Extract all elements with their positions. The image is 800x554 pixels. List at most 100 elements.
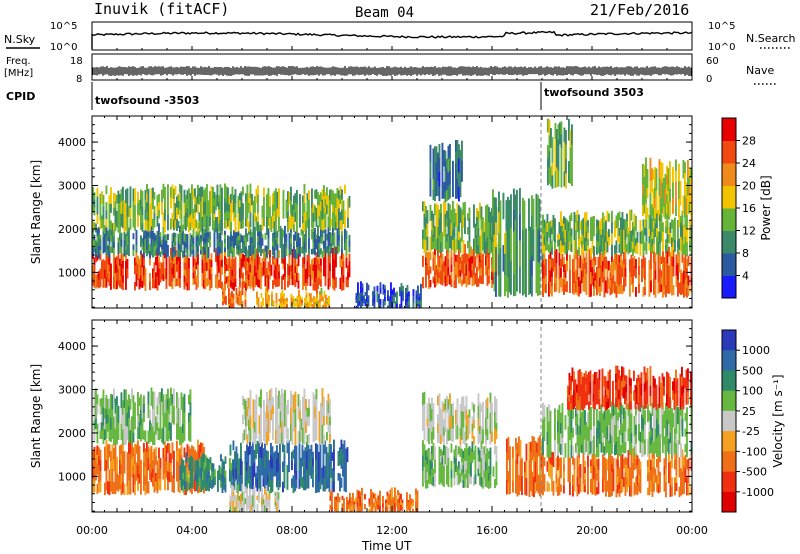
data-cell <box>664 188 667 205</box>
data-cell <box>316 476 319 493</box>
data-cell <box>648 272 651 285</box>
data-cell <box>486 247 489 258</box>
data-cell <box>276 200 279 210</box>
data-cell <box>431 239 433 250</box>
data-cell <box>474 238 477 254</box>
data-cell <box>554 283 556 292</box>
data-cell <box>177 248 180 257</box>
data-cell <box>213 199 216 207</box>
data-cell <box>400 291 403 300</box>
data-cell <box>428 412 430 429</box>
data-cell <box>268 504 271 510</box>
data-cell <box>138 397 141 407</box>
data-cell <box>329 416 331 426</box>
data-cell <box>99 449 102 461</box>
data-cell <box>461 279 463 287</box>
data-cell <box>288 256 291 267</box>
data-cell <box>267 268 270 276</box>
data-cell <box>591 267 594 277</box>
data-cell <box>447 267 450 276</box>
data-cell <box>102 194 105 208</box>
data-cell <box>569 262 571 271</box>
data-cell <box>257 248 259 255</box>
data-cell <box>143 412 145 423</box>
data-cell <box>347 500 350 503</box>
data-cell <box>199 477 201 488</box>
data-cell <box>279 464 281 477</box>
data-cell <box>346 447 349 463</box>
data-cell <box>327 412 330 423</box>
data-cell <box>234 271 237 280</box>
data-cell <box>618 262 621 271</box>
data-cell <box>98 227 100 234</box>
data-cell <box>593 225 595 237</box>
data-cell <box>231 186 234 201</box>
data-cell <box>120 239 123 248</box>
data-cell <box>361 287 364 293</box>
data-cell <box>485 445 487 455</box>
data-cell <box>344 235 346 244</box>
data-cell <box>149 409 151 421</box>
data-cell <box>596 240 598 248</box>
data-cell <box>308 434 310 444</box>
data-cell <box>144 219 147 230</box>
data-cell <box>615 215 618 229</box>
data-cell <box>614 281 616 294</box>
data-cell <box>680 229 682 238</box>
data-cell <box>659 284 661 293</box>
data-cell <box>338 217 340 228</box>
data-cell <box>290 271 292 279</box>
data-cell <box>247 473 250 484</box>
data-cell <box>618 244 621 253</box>
data-cell <box>95 388 97 399</box>
data-cell <box>312 258 315 265</box>
data-cell <box>331 452 334 461</box>
data-cell <box>665 274 667 286</box>
data-cell <box>122 429 124 445</box>
data-cell <box>107 272 109 282</box>
data-cell <box>554 241 556 251</box>
data-cell <box>401 503 404 508</box>
data-cell <box>284 302 287 305</box>
data-cell <box>620 283 622 294</box>
data-cell <box>370 489 372 498</box>
data-cell <box>194 473 197 481</box>
data-cell <box>190 466 192 478</box>
data-cell <box>545 284 547 294</box>
data-cell <box>426 223 429 238</box>
nsky-tick-top: 10^5 <box>50 21 77 32</box>
data-cell <box>293 217 295 225</box>
data-cell <box>331 496 333 503</box>
data-cell <box>233 480 236 491</box>
data-cell <box>108 236 111 245</box>
data-cell <box>264 253 267 265</box>
data-cell <box>119 265 121 274</box>
data-cell <box>333 279 336 291</box>
data-cell <box>309 275 312 287</box>
data-cell <box>312 248 315 255</box>
data-cell <box>617 254 619 265</box>
data-cell <box>456 159 459 180</box>
data-cell <box>235 457 238 469</box>
data-cell <box>152 248 154 258</box>
data-cell <box>189 222 192 231</box>
data-cell <box>299 301 302 305</box>
data-cell <box>659 252 661 262</box>
data-cell <box>252 477 254 490</box>
data-cell <box>234 189 237 204</box>
data-cell <box>252 506 254 512</box>
data-cell <box>612 275 615 284</box>
data-cell <box>304 303 306 307</box>
data-cell <box>296 272 298 283</box>
data-cell <box>569 224 571 234</box>
data-cell <box>276 491 278 496</box>
data-cell <box>149 256 151 266</box>
data-cell <box>476 217 478 227</box>
data-cell <box>434 459 436 474</box>
data-cell <box>221 470 224 482</box>
data-cell <box>331 501 333 508</box>
data-cell <box>93 246 96 253</box>
data-cell <box>141 267 144 275</box>
data-cell <box>189 200 192 209</box>
data-cell <box>261 217 264 231</box>
